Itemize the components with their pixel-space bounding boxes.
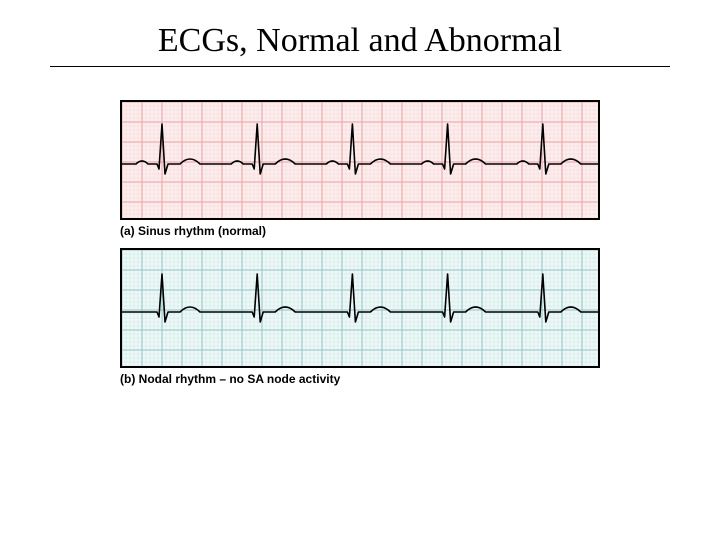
- caption-a: (a) Sinus rhythm (normal): [120, 224, 600, 238]
- panel-b: (b) Nodal rhythm – no SA node activity: [120, 248, 600, 386]
- page-title: ECGs, Normal and Abnormal: [0, 22, 720, 60]
- panel-a: (a) Sinus rhythm (normal): [120, 100, 600, 238]
- caption-b: (b) Nodal rhythm – no SA node activity: [120, 372, 600, 386]
- title-underline: [50, 66, 670, 67]
- slide: ECGs, Normal and Abnormal (a) Sinus rhyt…: [0, 0, 720, 540]
- ecg-panels: (a) Sinus rhythm (normal) (b) Nodal rhyt…: [120, 100, 600, 396]
- ecg-strip-b: [120, 248, 600, 368]
- ecg-svg-b: [122, 250, 598, 366]
- ecg-strip-a: [120, 100, 600, 220]
- ecg-svg-a: [122, 102, 598, 218]
